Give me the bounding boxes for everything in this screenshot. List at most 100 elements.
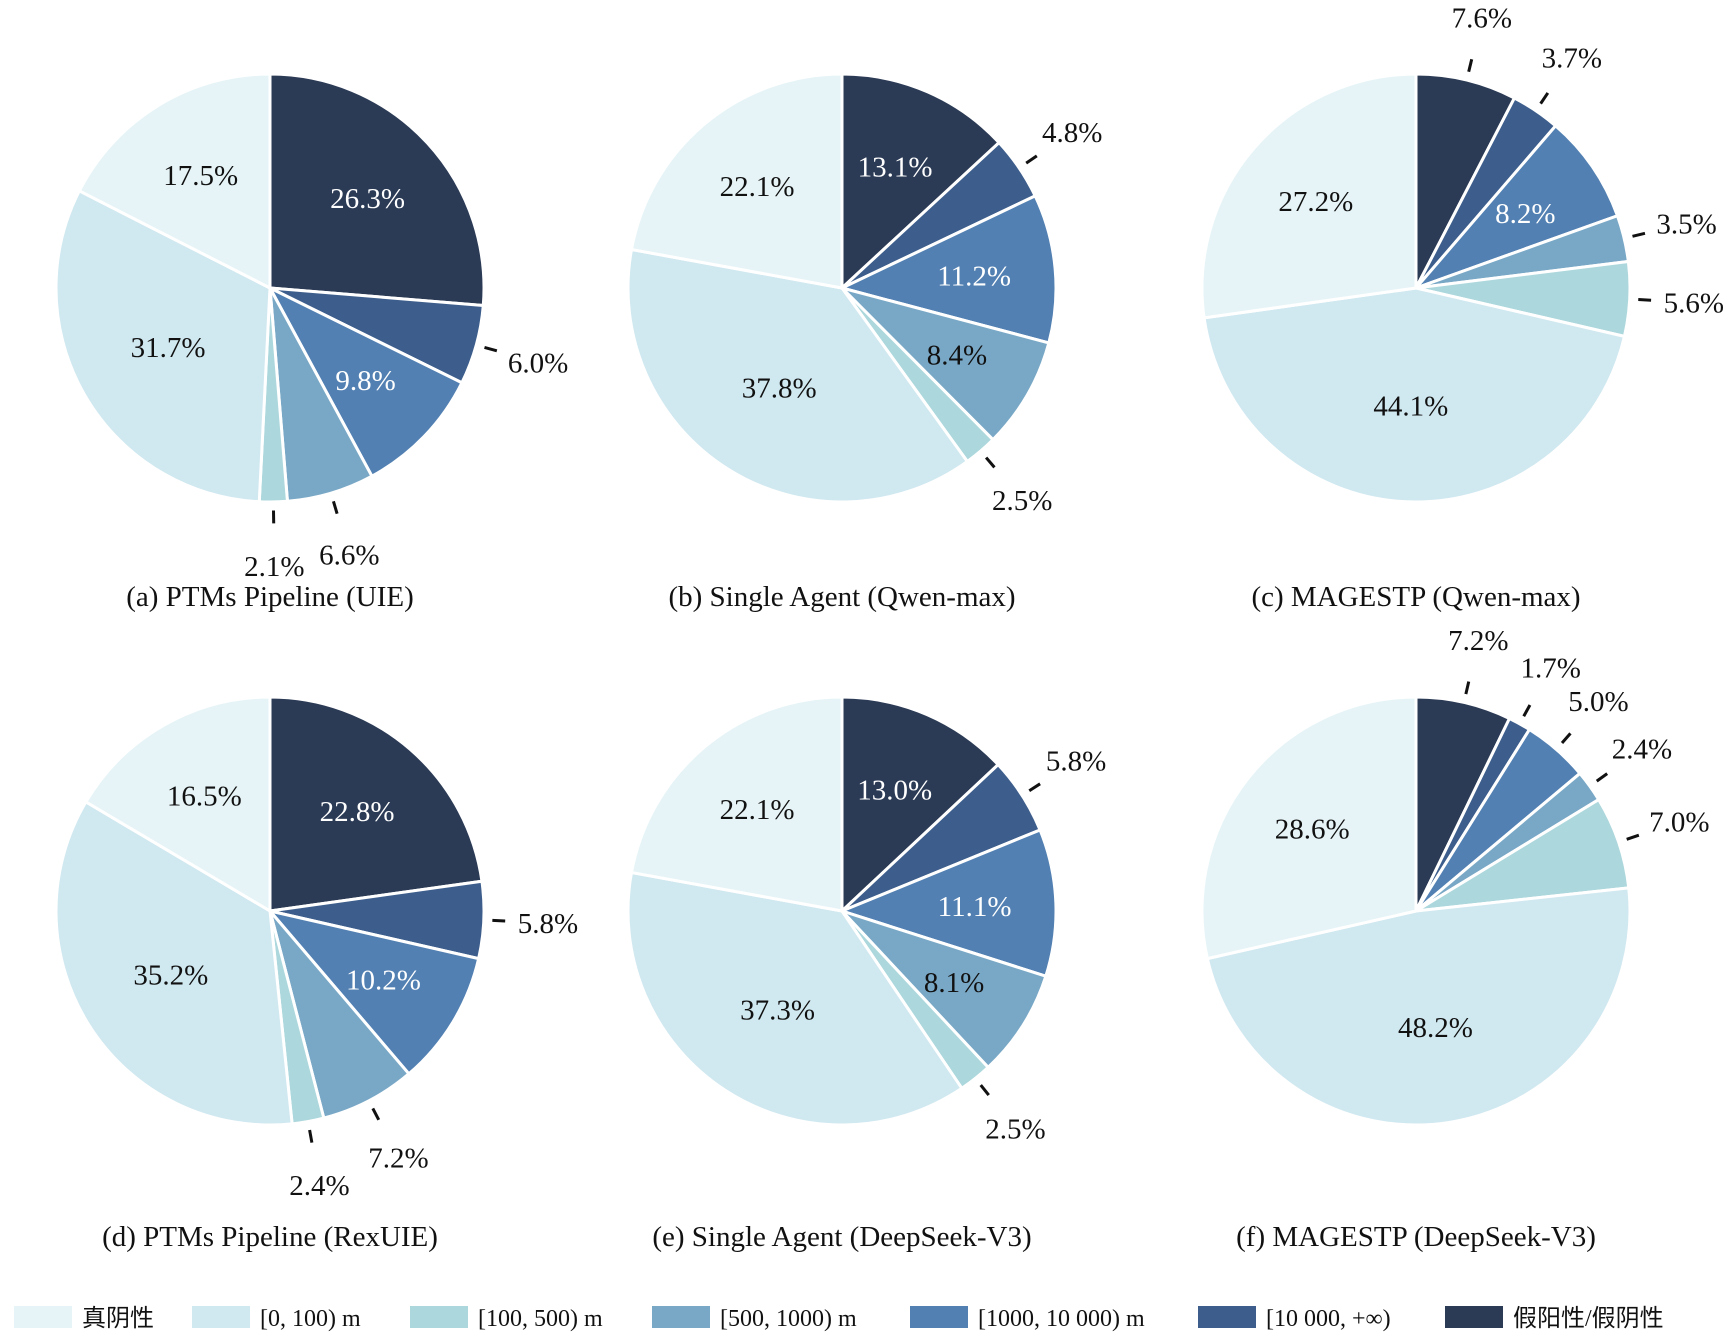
leader-line — [308, 1129, 314, 1143]
data-label: 5.8% — [1046, 746, 1106, 778]
pie-slice — [1411, 123, 1620, 292]
pie-slice — [266, 284, 464, 479]
legend-item: [10 000, +∞) — [1198, 1306, 1391, 1332]
data-label: 8.1% — [924, 967, 984, 999]
legend-label: [0, 100) m — [260, 1306, 361, 1332]
pie-slice — [837, 193, 1058, 345]
legend-swatch — [1198, 1306, 1256, 1328]
data-label: 22.1% — [720, 794, 795, 826]
data-label: 37.3% — [740, 995, 815, 1027]
pie-slice — [1202, 286, 1627, 504]
leader-line — [1028, 782, 1041, 793]
leader-line — [1464, 681, 1471, 695]
pie-slice — [265, 908, 481, 1076]
pie-slice — [77, 72, 272, 291]
data-label: 7.2% — [368, 1143, 428, 1175]
pie-d: 22.8% 5.8% 10.2% 7.2% 2.4% 35.2% 16.5% (d) PTMs… — [54, 695, 578, 1253]
legend-swatch — [14, 1306, 72, 1328]
data-label: 3.7% — [1542, 43, 1602, 75]
subplot-caption: (f) MAGESTP (DeepSeek-V3) — [1236, 1221, 1596, 1253]
subplot-caption: (a) PTMs Pipeline (UIE) — [126, 581, 414, 613]
leader-line — [979, 1084, 990, 1097]
legend-swatch — [652, 1306, 710, 1328]
data-label: 28.6% — [1275, 813, 1350, 845]
pie-slice — [837, 828, 1058, 979]
pie-slice — [629, 695, 844, 913]
pie-slice — [1200, 695, 1418, 961]
legend-label: [1000, 10 000) m — [978, 1306, 1145, 1332]
data-label: 11.1% — [938, 891, 1012, 923]
data-label: 17.5% — [163, 160, 238, 192]
leader-line — [1522, 704, 1532, 717]
leader-line — [1626, 833, 1640, 841]
data-label: 7.2% — [1448, 625, 1508, 657]
subplot-caption: (c) MAGESTP (Qwen-max) — [1251, 581, 1580, 613]
legend: 真阴性 [0, 100) m [100, 500) m [500, 1000) m [1… — [14, 1305, 1664, 1332]
pie-slice — [840, 72, 1002, 292]
data-label: 3.5% — [1656, 208, 1716, 240]
leader-line — [371, 1107, 381, 1121]
data-label: 8.2% — [1495, 198, 1555, 230]
data-label: 1.7% — [1520, 653, 1580, 685]
legend-item: [500, 1000) m — [652, 1306, 857, 1332]
data-label: 26.3% — [330, 183, 405, 215]
pie-f: 7.2% 1.7%5.0% 2.4% 7.0% 48.2% 28.6% (f) MAGEST… — [1200, 625, 1710, 1253]
data-label: 5.8% — [518, 908, 578, 940]
data-label: 35.2% — [133, 959, 208, 991]
leader-line — [492, 918, 506, 923]
pie-slice — [54, 188, 272, 504]
legend-item: 真阴性 — [14, 1305, 154, 1332]
data-label: 11.2% — [937, 261, 1011, 293]
pie-slice — [840, 695, 1001, 915]
leader-line — [484, 345, 498, 353]
data-label: 37.8% — [742, 373, 817, 405]
pie-slice — [1414, 72, 1517, 289]
data-label: 2.4% — [1612, 734, 1672, 766]
pie-slice — [268, 695, 484, 913]
pie-slice — [1200, 72, 1418, 320]
data-label: 48.2% — [1398, 1012, 1473, 1044]
pie-slice — [626, 870, 964, 1127]
pie-slice — [837, 285, 1051, 442]
data-label: 2.1% — [244, 551, 304, 583]
data-label: 44.1% — [1373, 391, 1448, 423]
data-label: 31.7% — [131, 332, 206, 364]
legend-item: [100, 500) m — [410, 1306, 603, 1332]
data-label: 16.5% — [167, 781, 242, 813]
data-label: 6.0% — [508, 347, 568, 379]
leader-line — [1467, 58, 1474, 73]
legend-item: [0, 100) m — [192, 1306, 361, 1332]
data-label: 4.8% — [1042, 117, 1102, 149]
legend-swatch — [192, 1306, 250, 1328]
data-label: 10.2% — [346, 965, 421, 997]
subplot-caption: (e) Single Agent (DeepSeek-V3) — [652, 1221, 1031, 1253]
pie-slice — [54, 799, 294, 1127]
data-label: 7.6% — [1452, 3, 1512, 35]
data-label: 8.4% — [927, 339, 987, 371]
legend-label: [100, 500) m — [478, 1306, 603, 1332]
pie-slice — [1205, 886, 1632, 1127]
data-label: 27.2% — [1278, 186, 1353, 218]
data-label: 13.0% — [857, 774, 932, 806]
legend-swatch — [1445, 1306, 1503, 1328]
pie-a: 26.3% 6.0% 9.8% 6.6% 2.1% 31.7% 17.5% (a) PTMs … — [54, 72, 568, 613]
data-label: 7.0% — [1649, 806, 1709, 838]
data-label: 13.1% — [858, 151, 933, 183]
legend-swatch — [410, 1306, 468, 1328]
leader-line — [1632, 231, 1646, 238]
data-label: 5.0% — [1568, 686, 1628, 718]
data-label: 2.5% — [992, 485, 1052, 517]
subplot-caption: (d) PTMs Pipeline (RexUIE) — [102, 1221, 438, 1253]
legend-label: [500, 1000) m — [720, 1306, 857, 1332]
subplot-caption: (b) Single Agent (Qwen-max) — [668, 581, 1015, 613]
pie-slice — [268, 72, 486, 308]
pie-c: 7.6% 3.7% 8.2% 3.5% 5.6% 44.1% 27.2% (c) MAGEST… — [1200, 3, 1724, 613]
leader-line — [984, 456, 996, 469]
data-label: 6.6% — [319, 540, 379, 572]
legend-swatch — [910, 1306, 968, 1328]
data-label: 9.8% — [335, 365, 395, 397]
legend-label: 假阳性/假阴性 — [1513, 1305, 1664, 1332]
pie-e: 13.0% 5.8% 11.1% 8.1% 2.5% 37.3% 22.1% (e) Sing… — [626, 695, 1106, 1253]
leader-line — [1025, 154, 1038, 165]
